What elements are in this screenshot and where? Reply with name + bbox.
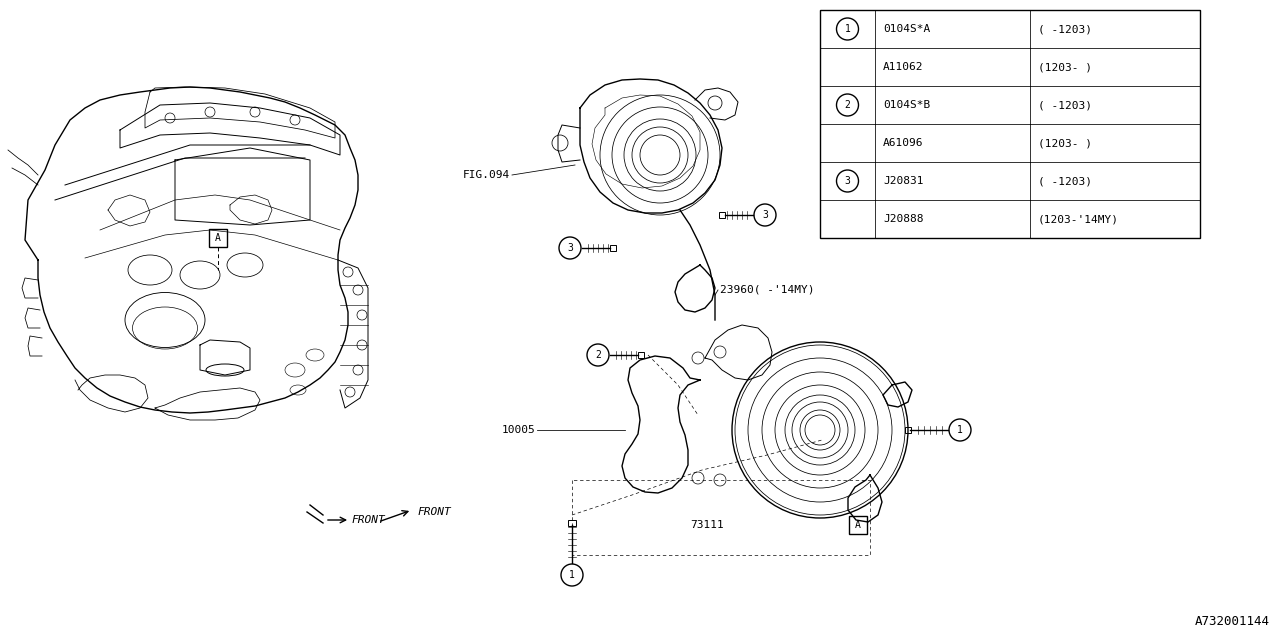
Text: 10005: 10005: [502, 425, 535, 435]
Text: 2: 2: [595, 350, 600, 360]
Text: 1: 1: [570, 570, 575, 580]
Text: A: A: [855, 520, 861, 530]
Text: (1203-'14MY): (1203-'14MY): [1038, 214, 1119, 224]
Text: 23960( -'14MY): 23960( -'14MY): [719, 285, 814, 295]
Text: 0104S*A: 0104S*A: [883, 24, 931, 34]
Text: FRONT: FRONT: [352, 515, 385, 525]
Bar: [905, 427, 911, 433]
Text: J20888: J20888: [883, 214, 923, 224]
Text: (1203- ): (1203- ): [1038, 62, 1092, 72]
Bar: [209, 229, 227, 247]
Bar: [611, 245, 616, 251]
Text: ( -1203): ( -1203): [1038, 24, 1092, 34]
Text: 1: 1: [957, 425, 963, 435]
Text: 3: 3: [567, 243, 573, 253]
Text: J20831: J20831: [883, 176, 923, 186]
Bar: [637, 352, 644, 358]
Text: FIG.094: FIG.094: [463, 170, 509, 180]
Text: FRONT: FRONT: [419, 507, 452, 517]
Text: 3: 3: [762, 210, 768, 220]
Text: ( -1203): ( -1203): [1038, 176, 1092, 186]
Text: 2: 2: [845, 100, 850, 110]
Text: (1203- ): (1203- ): [1038, 138, 1092, 148]
Text: A: A: [215, 233, 221, 243]
Text: ( -1203): ( -1203): [1038, 100, 1092, 110]
Text: A732001144: A732001144: [1196, 615, 1270, 628]
Bar: [568, 520, 576, 526]
Text: 3: 3: [845, 176, 850, 186]
Bar: [719, 212, 724, 218]
Text: A61096: A61096: [883, 138, 923, 148]
Text: 73111: 73111: [690, 520, 723, 530]
Bar: [849, 516, 867, 534]
Text: 0104S*B: 0104S*B: [883, 100, 931, 110]
Bar: [820, 10, 1201, 238]
Text: 1: 1: [845, 24, 850, 34]
Text: A11062: A11062: [883, 62, 923, 72]
